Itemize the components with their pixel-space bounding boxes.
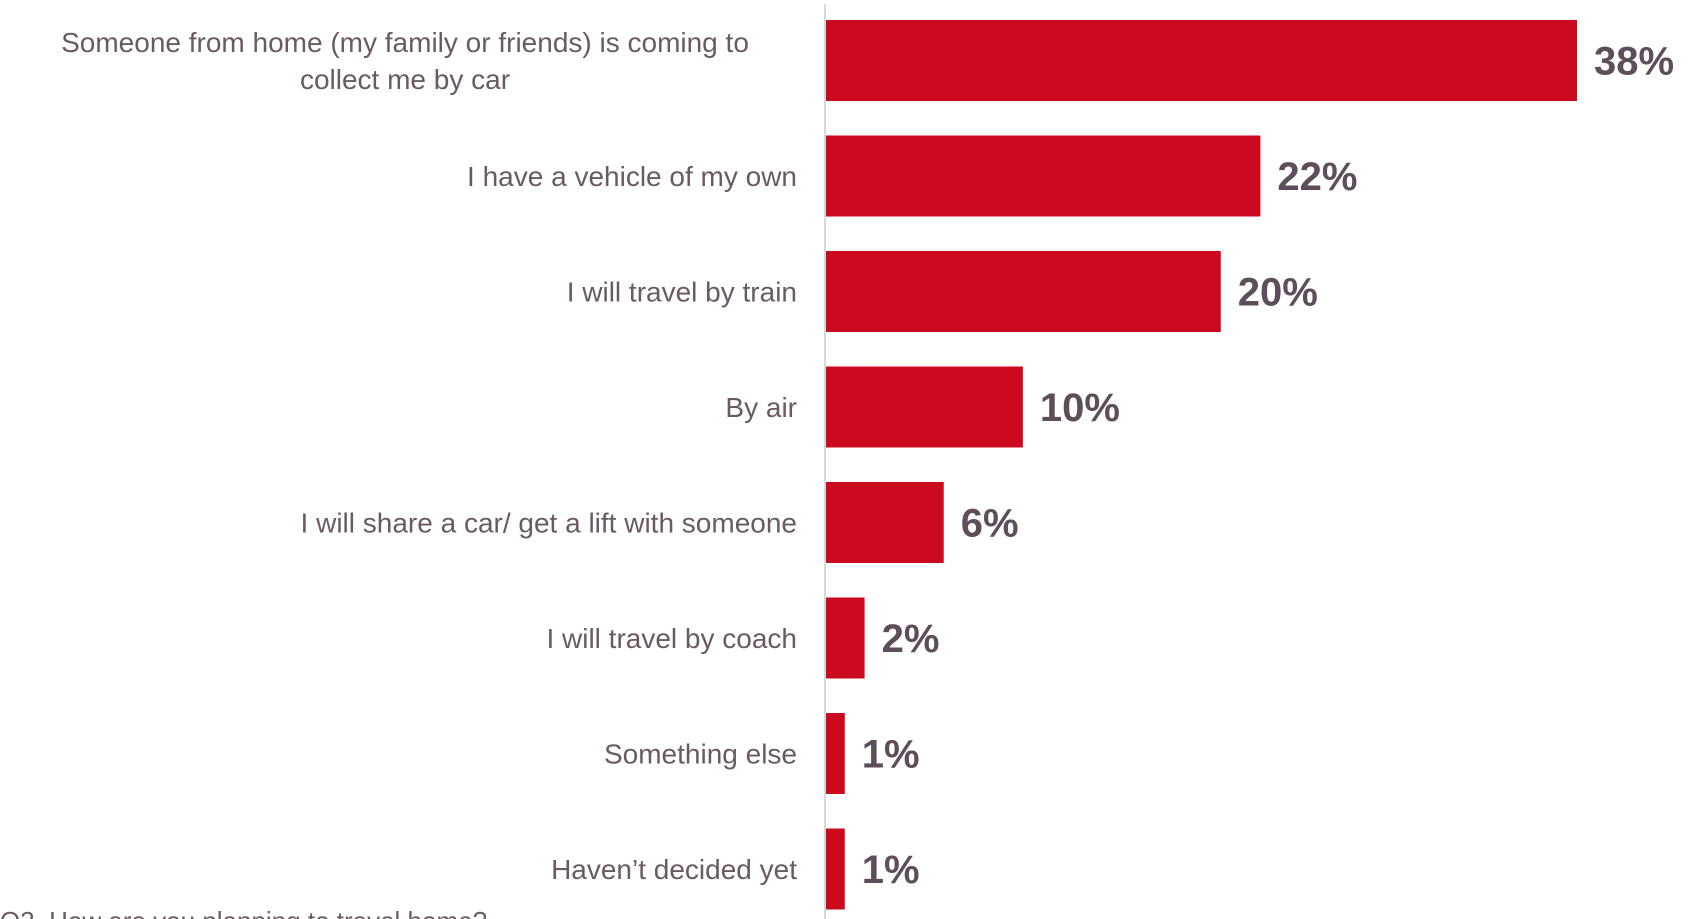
- value-label: 6%: [961, 502, 1019, 546]
- category-label-line: By air: [725, 392, 797, 423]
- bars-layer: [825, 20, 1577, 910]
- category-label-line: Someone from home (my family or friends)…: [61, 27, 749, 58]
- category-label: Something else: [604, 739, 797, 770]
- category-label-line: I have a vehicle of my own: [467, 161, 797, 192]
- bar: [825, 251, 1221, 332]
- value-label: 1%: [862, 848, 920, 892]
- value-label: 10%: [1040, 386, 1120, 430]
- category-label-line: I will travel by train: [567, 277, 797, 308]
- category-label: I will travel by train: [567, 277, 797, 308]
- value-label: 2%: [882, 617, 940, 661]
- category-label: Haven’t decided yet: [551, 854, 797, 885]
- value-label: 22%: [1277, 155, 1357, 199]
- category-labels-layer: Someone from home (my family or friends)…: [61, 27, 797, 885]
- value-labels-layer: 38% 22% 20% 10% 6% 2% 1% 1%: [862, 40, 1674, 893]
- category-label: I have a vehicle of my own: [467, 161, 797, 192]
- category-label-line: collect me by car: [300, 64, 510, 95]
- value-label: 38%: [1594, 40, 1674, 84]
- category-label-line: I will travel by coach: [546, 623, 797, 654]
- bar: [825, 597, 865, 679]
- bar: [825, 135, 1261, 217]
- bar: [825, 20, 1577, 101]
- category-label: I will travel by coach: [546, 623, 797, 654]
- category-label: I will share a car/ get a lift with some…: [301, 508, 797, 539]
- bar: [825, 366, 1023, 448]
- bar: [825, 713, 845, 794]
- footnote: Q3. How are you planning to travel home?: [0, 906, 487, 919]
- value-label: 1%: [862, 733, 920, 777]
- category-label-line: Haven’t decided yet: [551, 854, 797, 885]
- category-label-line: Something else: [604, 739, 797, 770]
- bar: [825, 482, 944, 563]
- bar: [825, 828, 845, 910]
- category-label: By air: [725, 392, 797, 423]
- category-label-line: I will share a car/ get a lift with some…: [301, 508, 797, 539]
- value-label: 20%: [1238, 271, 1318, 315]
- category-label: Someone from home (my family or friends)…: [61, 27, 749, 95]
